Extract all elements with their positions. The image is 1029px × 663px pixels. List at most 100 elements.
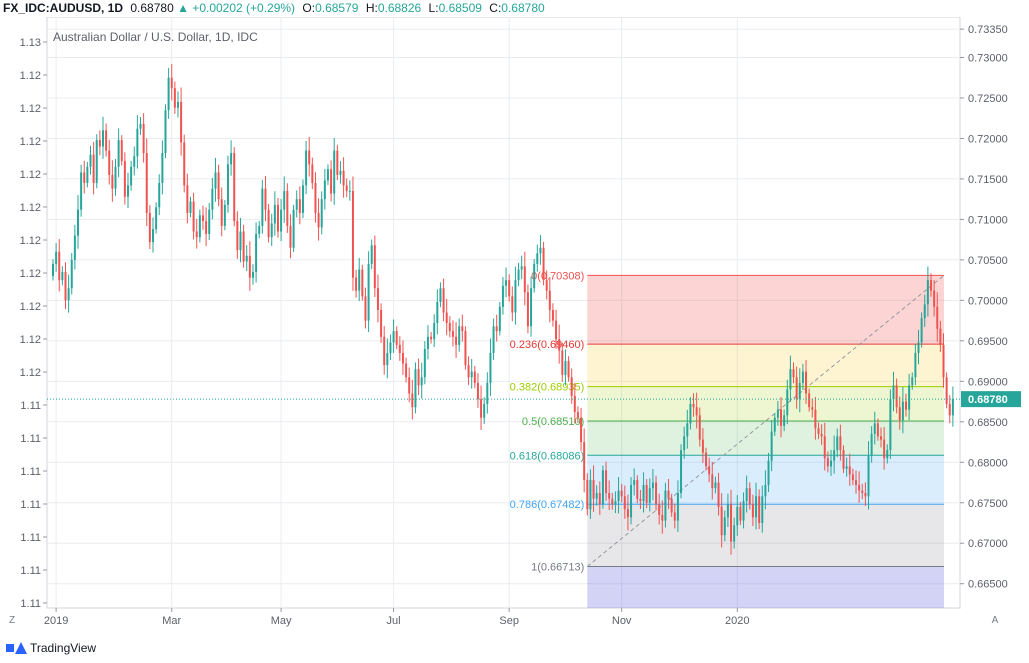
change-value: ▲ +0.00202 (+0.29%) [177, 1, 296, 15]
candle-body [295, 199, 298, 210]
candle-body [630, 484, 633, 518]
chart-area[interactable]: 0(0.70308) 0.236(0.69460) 0.382(0.68935) 0.… [0, 17, 1029, 663]
candle-body [733, 525, 736, 542]
candle-body [155, 207, 158, 230]
fib-level-label: 1(0.66713) [531, 561, 584, 573]
fib-level-label: 0.618(0.68086) [510, 450, 585, 462]
candle-body [145, 153, 148, 213]
right-axis-label: 0.68500 [968, 417, 1008, 429]
candle-body [926, 280, 929, 305]
time-axis[interactable]: 2019 Mar May Jul Sep Nov 2020 [44, 608, 750, 627]
candle-body [126, 185, 129, 197]
candle-body [423, 348, 426, 378]
close-value: 0.68780 [501, 1, 545, 15]
candle-body [676, 493, 679, 521]
fib-zone [587, 344, 944, 387]
candle-body [314, 182, 317, 213]
candle-body [914, 352, 917, 378]
candle-body [773, 417, 776, 432]
candlestick-chart[interactable]: 0(0.70308) 0.236(0.69460) 0.382(0.68935) 0.… [0, 17, 1029, 663]
candle-body [298, 199, 301, 213]
candle-body [776, 409, 779, 418]
candle-body [180, 102, 183, 143]
candle-body [514, 280, 517, 313]
candle-body [436, 301, 439, 324]
left-price-axis[interactable]: 1.13 1.12 1.12 1.12 1.12 1.12 1.12 1.12 1.12 1.12… [20, 37, 47, 610]
candle-body [680, 450, 683, 494]
candle-body [376, 288, 379, 311]
candle-body [333, 150, 336, 194]
candle-body [208, 209, 211, 234]
candle-body [392, 331, 395, 343]
candle-body [411, 393, 414, 408]
candle-body [561, 350, 564, 375]
candle-body [839, 436, 842, 451]
candle-body [239, 231, 242, 251]
candle-body [136, 128, 139, 157]
auto-scale-toggle[interactable]: A [985, 613, 1005, 629]
left-axis-label: 1.12 [20, 235, 41, 247]
candle-body [730, 504, 733, 542]
candle-body [501, 285, 504, 307]
candle-body [323, 180, 326, 200]
candle-body [817, 428, 820, 434]
fib-level-label: 0.382(0.68935) [510, 382, 585, 394]
candle-body [351, 191, 354, 278]
candle-body [433, 323, 436, 340]
candle-body [767, 460, 770, 485]
candle-body [348, 191, 351, 193]
candle-body [339, 170, 342, 175]
candle-body [886, 450, 889, 459]
candle-body [780, 409, 783, 426]
candle-body [895, 385, 898, 408]
left-axis-label: 1.11 [20, 433, 41, 445]
candle-body [130, 166, 133, 186]
candle-body [936, 306, 939, 329]
candle-body [811, 407, 814, 410]
left-scale-toggle[interactable]: Z [2, 613, 22, 629]
candle-body [258, 225, 261, 234]
candle-body [814, 409, 817, 429]
candle-body [848, 466, 851, 475]
candle-body [70, 259, 73, 289]
candle-body [80, 172, 83, 210]
candle-body [548, 290, 551, 311]
last-price: 0.68780 [130, 1, 174, 15]
candle-body [117, 140, 120, 167]
x-axis-label: Mar [162, 615, 181, 627]
candle-body [923, 304, 926, 319]
fib-retracement[interactable]: 0(0.70308) 0.236(0.69460) 0.382(0.68935) 0.… [510, 270, 945, 608]
candle-body [633, 480, 636, 485]
left-axis-label: 1.12 [20, 301, 41, 313]
fib-level-label: 0(0.70308) [531, 270, 584, 282]
candle-body [930, 280, 933, 291]
candle-body [711, 474, 714, 489]
candle-body [305, 150, 308, 186]
footer-brand[interactable]: TradingView [6, 641, 96, 655]
candle-body [770, 431, 773, 461]
candle-body [526, 292, 529, 327]
candle-body [383, 336, 386, 366]
candle-body [195, 231, 198, 238]
right-price-axis[interactable]: 0.73350 0.73000 0.72500 0.72000 0.71500 0.710… [960, 24, 1008, 591]
candle-body [755, 496, 758, 518]
candle-body [242, 231, 245, 262]
candle-body [745, 488, 748, 502]
close-label: C: [489, 1, 502, 15]
candle-body [892, 385, 895, 400]
candle-body [286, 191, 289, 226]
candle-body [186, 185, 189, 213]
candle-body [358, 269, 361, 291]
candle-body [598, 493, 601, 505]
candle-body [445, 312, 448, 324]
candle-body [264, 188, 267, 210]
candle-body [880, 436, 883, 440]
candle-body [570, 377, 573, 396]
candle-body [798, 382, 801, 400]
candle-body [551, 310, 554, 321]
candle-body [905, 401, 908, 410]
candle-body [164, 110, 167, 154]
candle-body [908, 385, 911, 410]
candle-body [98, 140, 101, 147]
chart-title: Australian Dollar / U.S. Dollar, 1D, IDC [53, 30, 258, 44]
